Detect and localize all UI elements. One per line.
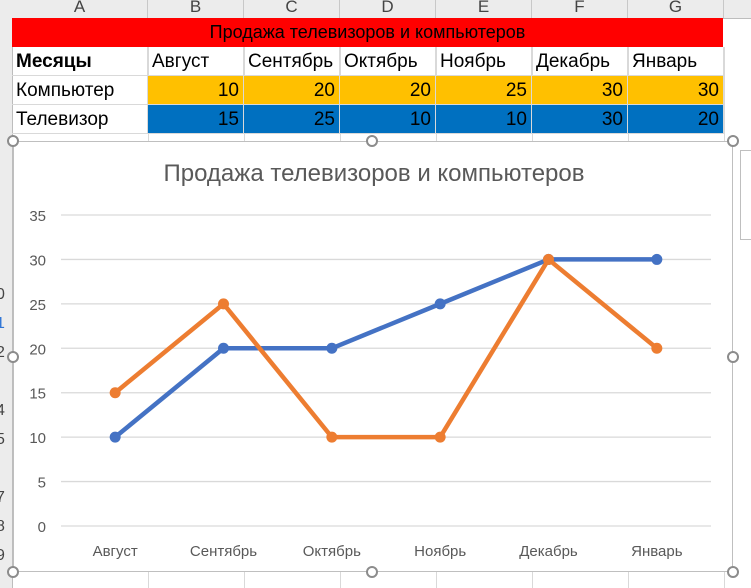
value-cell[interactable]: 20 <box>244 76 340 105</box>
y-tick-label: 0 <box>38 519 46 536</box>
value-cell[interactable]: 25 <box>244 105 340 134</box>
partial-object-edge <box>740 150 751 240</box>
row-number[interactable]: 8 <box>0 518 5 535</box>
column-header-a[interactable]: A <box>12 0 148 18</box>
row-label-cell[interactable]: Телевизор <box>12 105 148 134</box>
line-chart[interactable]: Продажа телевизоров и компьютеров 0 5 10 15… <box>13 141 733 572</box>
month-header-cell[interactable]: Октябрь <box>340 47 436 76</box>
month-header-cell[interactable]: Сентябрь <box>244 47 340 76</box>
header-label-cell[interactable]: Месяцы <box>12 47 148 76</box>
x-tick-label: Ноябрь <box>414 543 466 560</box>
resize-handle-bottom-right[interactable] <box>727 566 739 578</box>
y-tick-label: 15 <box>29 386 46 403</box>
x-tick-label: Январь <box>631 543 683 560</box>
value-cell[interactable]: 10 <box>148 76 244 105</box>
y-tick-label: 10 <box>29 430 46 447</box>
row-header-strip: 0 1 2 4 5 7 8 9 <box>0 18 13 588</box>
x-tick-label: Сентябрь <box>190 543 257 560</box>
chart-title[interactable]: Продажа телевизоров и компьютеров <box>163 160 585 187</box>
value-cell[interactable]: 30 <box>532 105 628 134</box>
value-cell[interactable]: 25 <box>436 76 532 105</box>
series-line-2 <box>112 257 660 440</box>
resize-handle-top-left[interactable] <box>7 135 19 147</box>
month-header-cell[interactable]: Декабрь <box>532 47 628 76</box>
resize-handle-top[interactable] <box>366 135 378 147</box>
column-header-b[interactable]: B <box>148 0 244 18</box>
y-tick-label: 20 <box>29 341 46 358</box>
resize-handle-left[interactable] <box>7 351 19 363</box>
row-number[interactable]: 1 <box>0 315 5 332</box>
column-header-c[interactable]: C <box>244 0 340 18</box>
resize-handle-bottom[interactable] <box>366 566 378 578</box>
series-1-point <box>109 431 121 443</box>
row-number[interactable]: 5 <box>0 431 5 448</box>
series-1-point <box>326 342 338 354</box>
table-title-cell[interactable]: Продажа телевизоров и компьютеров <box>12 18 723 47</box>
row-label-cell[interactable]: Компьютер <box>12 76 148 105</box>
resize-handle-top-right[interactable] <box>727 135 739 147</box>
series-2-point <box>651 342 663 354</box>
y-tick-label: 5 <box>38 475 46 492</box>
chart-plot-area: 0 5 10 15 20 25 30 35 Август Сентябрь Октябрь Ноябр… <box>29 208 711 560</box>
value-cell[interactable]: 20 <box>628 105 724 134</box>
row-number[interactable]: 7 <box>0 489 5 506</box>
series-2-point <box>326 431 338 443</box>
resize-handle-bottom-left[interactable] <box>7 566 19 578</box>
value-cell[interactable]: 10 <box>340 105 436 134</box>
series-2-point <box>543 253 554 265</box>
resize-handle-right[interactable] <box>727 351 739 363</box>
row-number[interactable]: 4 <box>0 402 5 419</box>
row-number[interactable]: 0 <box>0 286 5 303</box>
x-tick-label: Август <box>93 543 138 560</box>
series-2-point <box>434 431 446 443</box>
y-tick-label: 30 <box>29 252 46 269</box>
series-line-1 <box>112 257 660 440</box>
series-1-point <box>434 298 446 310</box>
column-header-e[interactable]: E <box>436 0 532 18</box>
value-cell[interactable]: 10 <box>436 105 532 134</box>
series-2-point <box>218 298 229 310</box>
value-cell[interactable]: 15 <box>148 105 244 134</box>
value-cell[interactable]: 30 <box>628 76 724 105</box>
row-number[interactable]: 9 <box>0 547 5 564</box>
series-2-point <box>109 387 121 399</box>
row-number[interactable]: 2 <box>0 344 5 361</box>
x-tick-label: Декабрь <box>519 543 578 560</box>
month-header-cell[interactable]: Август <box>148 47 244 76</box>
month-header-cell[interactable]: Январь <box>628 47 724 76</box>
y-tick-label: 35 <box>29 208 46 225</box>
column-header-row: A B C D E F G <box>0 0 751 19</box>
value-cell[interactable]: 30 <box>532 76 628 105</box>
y-tick-label: 25 <box>29 297 46 314</box>
column-header-d[interactable]: D <box>340 0 436 18</box>
series-1-point <box>218 342 229 354</box>
column-header-g[interactable]: G <box>628 0 724 18</box>
month-header-cell[interactable]: Ноябрь <box>436 47 532 76</box>
x-tick-label: Октябрь <box>303 543 361 560</box>
value-cell[interactable]: 20 <box>340 76 436 105</box>
series-1-point <box>651 253 663 265</box>
column-header-f[interactable]: F <box>532 0 628 18</box>
